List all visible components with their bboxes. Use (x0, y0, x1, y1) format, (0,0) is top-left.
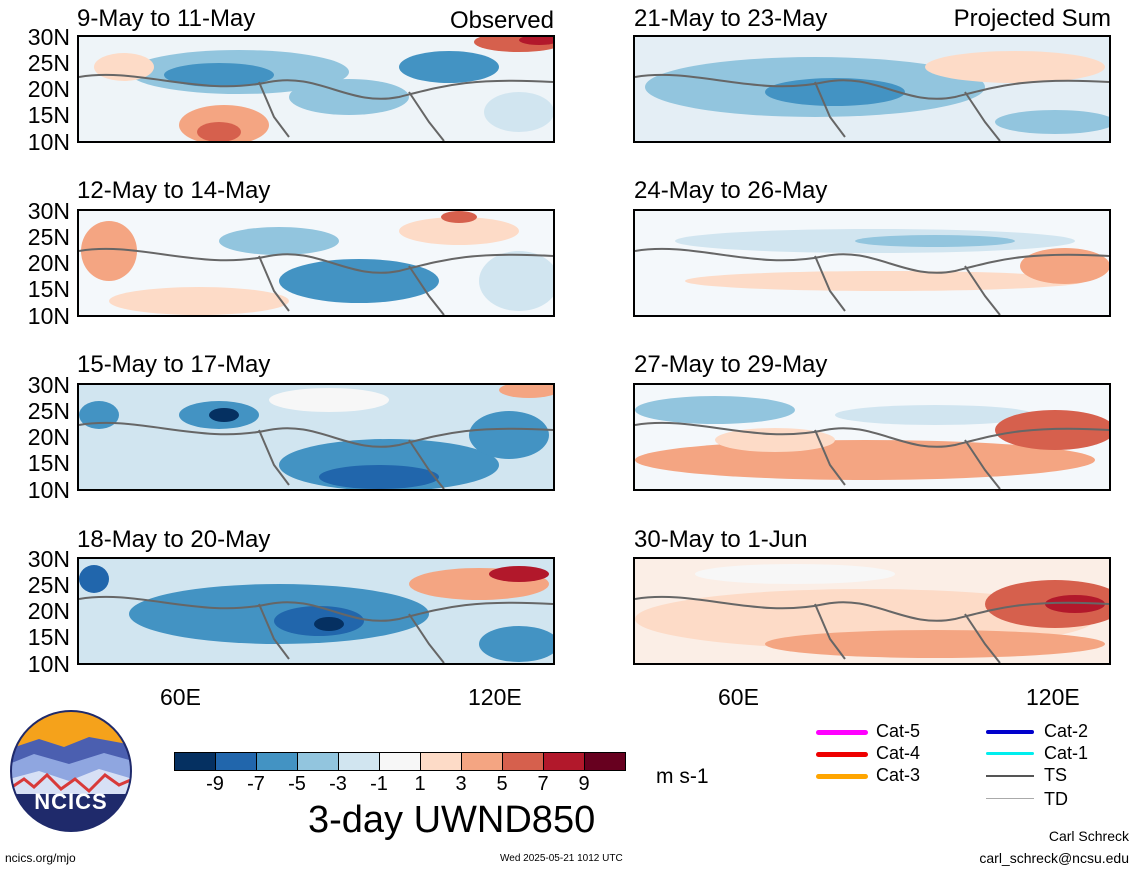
legend-label-cat1: Cat-1 (1044, 743, 1089, 763)
colorbar-swatch (379, 752, 421, 771)
projected-sum-label: Projected Sum (953, 5, 1111, 32)
map-panel-left-4 (77, 557, 555, 665)
legend-label-cat3: Cat-3 (876, 765, 921, 785)
logo-text: NCICS (34, 789, 108, 814)
observed-label: Observed (449, 7, 554, 34)
colorbar-label: -5 (288, 773, 306, 795)
map-panel-right-3 (633, 383, 1111, 491)
legend-line-cat2 (986, 730, 1034, 734)
lat-label: 25N (27, 224, 70, 250)
lat-label: 25N (27, 398, 70, 424)
colorbar-swatch (215, 752, 257, 771)
lon-label-60e-left: 60E (160, 684, 201, 710)
colorbar-swatch (297, 752, 339, 771)
panel-title-right-3: 27-May to 29-May (634, 351, 828, 378)
lat-label: 25N (27, 50, 70, 76)
map-panel-right-2 (633, 209, 1111, 317)
panel-title-left-1: 9-May to 11-May (77, 5, 256, 32)
panel-title-right-2: 24-May to 26-May (634, 177, 828, 204)
lat-label: 30N (27, 546, 70, 572)
lat-label: 30N (27, 198, 70, 224)
lat-label: 15N (27, 276, 70, 302)
lon-label-60e-right: 60E (718, 684, 759, 710)
panel-title-right-1: 21-May to 23-May (634, 5, 828, 32)
colorbar-swatch (502, 752, 544, 771)
colorbar-label: 3 (455, 773, 467, 795)
legend-label-td: TD (1044, 789, 1068, 809)
colorbar-swatch (543, 752, 585, 771)
lat-label: 15N (27, 624, 70, 650)
colorbar-label: 7 (537, 773, 549, 795)
lat-label: 20N (27, 76, 70, 102)
map-panel-right-1 (633, 35, 1111, 143)
legend-label-cat5: Cat-5 (876, 721, 921, 741)
map-panel-left-3 (77, 383, 555, 491)
colorbar-swatch (420, 752, 462, 771)
panel-title-left-4: 18-May to 20-May (77, 526, 271, 553)
map-panel-left-1 (77, 35, 555, 143)
map-panel-left-2 (77, 209, 555, 317)
legend-label-ts: TS (1044, 765, 1068, 785)
lat-label: 20N (27, 598, 70, 624)
lat-label: 15N (27, 102, 70, 128)
footer-author: Carl Schreck (1048, 828, 1129, 844)
lat-label: 10N (27, 303, 70, 329)
legend-label-cat4: Cat-4 (876, 743, 921, 763)
colorbar-label: 1 (414, 773, 426, 795)
lat-label: 30N (27, 24, 70, 50)
legend-line-cat1 (986, 752, 1034, 755)
lat-label: 10N (27, 477, 70, 503)
lon-label-120e-left: 120E (468, 684, 522, 710)
lon-label-120e-right: 120E (1026, 684, 1080, 710)
ncics-logo: NCICS (9, 709, 133, 833)
legend-line-td (986, 798, 1034, 799)
legend-line-cat5 (816, 730, 868, 735)
lat-label: 25N (27, 572, 70, 598)
lat-label: 10N (27, 129, 70, 155)
legend-label-cat2: Cat-2 (1044, 721, 1089, 741)
lat-label: 20N (27, 424, 70, 450)
legend-line-ts (986, 775, 1034, 777)
legend-line-cat4 (816, 752, 868, 757)
colorbar-swatch (461, 752, 503, 771)
lat-label: 20N (27, 250, 70, 276)
colorbar-swatch (256, 752, 298, 771)
colorbar-label: -1 (370, 773, 388, 795)
footer-email: carl_schreck@ncsu.edu (979, 850, 1129, 866)
panel-title-left-2: 12-May to 14-May (77, 177, 271, 204)
panel-title-left-3: 15-May to 17-May (77, 351, 271, 378)
colorbar-units: m s-1 (656, 765, 709, 788)
colorbar-label: -7 (247, 773, 265, 795)
footer-url: ncics.org/mjo (5, 851, 76, 865)
panel-title-right-4: 30-May to 1-Jun (634, 526, 808, 553)
lat-label: 15N (27, 450, 70, 476)
colorbar-label: -9 (206, 773, 224, 795)
legend-line-cat3 (816, 774, 868, 779)
colorbar-swatch (174, 752, 216, 771)
colorbar-swatch (338, 752, 380, 771)
colorbar-swatch (584, 752, 626, 771)
lat-label: 10N (27, 651, 70, 677)
map-panel-right-4 (633, 557, 1111, 665)
colorbar-label: 9 (578, 773, 590, 795)
footer-timestamp: Wed 2025-05-21 1012 UTC (500, 853, 623, 864)
lat-label: 30N (27, 372, 70, 398)
colorbar-label: 5 (496, 773, 508, 795)
colorbar-label: -3 (329, 773, 347, 795)
chart-title: 3-day UWND850 (308, 799, 596, 841)
